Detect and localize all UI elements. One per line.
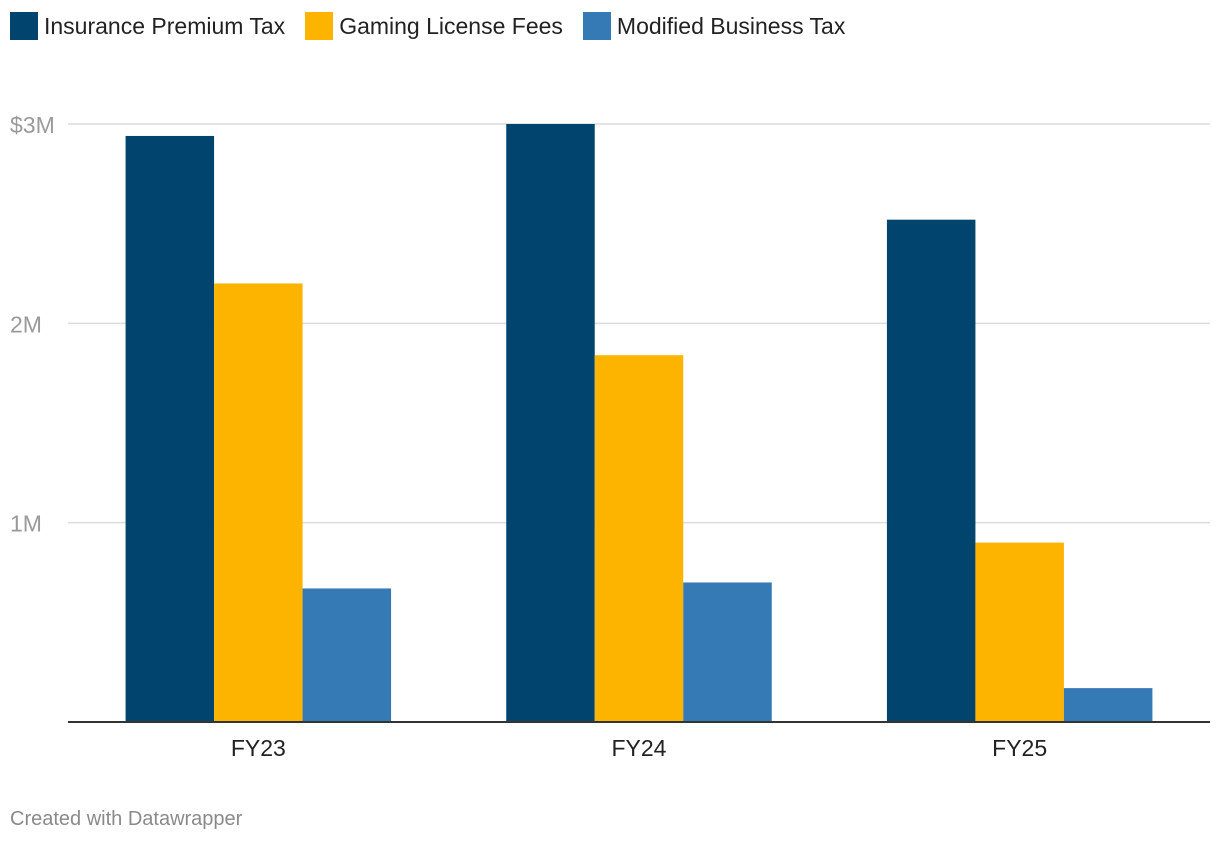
x-tick-label: FY23: [231, 735, 286, 761]
bar: [506, 124, 595, 722]
legend-swatch: [305, 12, 334, 40]
bar: [1063, 688, 1153, 722]
y-tick-label: $3M: [10, 112, 55, 138]
legend-label: Insurance Premium Tax: [44, 12, 286, 39]
y-tick-label: 2M: [10, 311, 42, 337]
chart-legend: Insurance Premium Tax Gaming License Fee…: [10, 12, 865, 40]
legend-swatch: [582, 12, 611, 40]
bar: [125, 135, 215, 722]
bar-chart: 1M 2M $3M FY23 FY24 FY25: [10, 112, 1210, 761]
bar: [302, 588, 392, 722]
legend-item-insurance-premium-tax: Insurance Premium Tax: [10, 12, 285, 40]
legend-label: Modified Business Tax: [616, 12, 846, 39]
x-tick-label: FY25: [992, 735, 1047, 761]
legend-swatch: [10, 12, 38, 40]
bar: [975, 542, 1064, 722]
bar: [683, 582, 772, 722]
x-tick-label: FY24: [612, 735, 667, 761]
bar: [214, 283, 303, 722]
legend-item-gaming-license-fees: Gaming License Fees: [305, 12, 563, 40]
bar: [594, 355, 684, 722]
legend-item-modified-business-tax: Modified Business Tax: [582, 12, 846, 40]
datawrapper-credit: Created with Datawrapper: [10, 808, 243, 830]
bar: [886, 219, 976, 722]
y-tick-label: 1M: [10, 511, 42, 537]
legend-label: Gaming License Fees: [339, 12, 563, 39]
